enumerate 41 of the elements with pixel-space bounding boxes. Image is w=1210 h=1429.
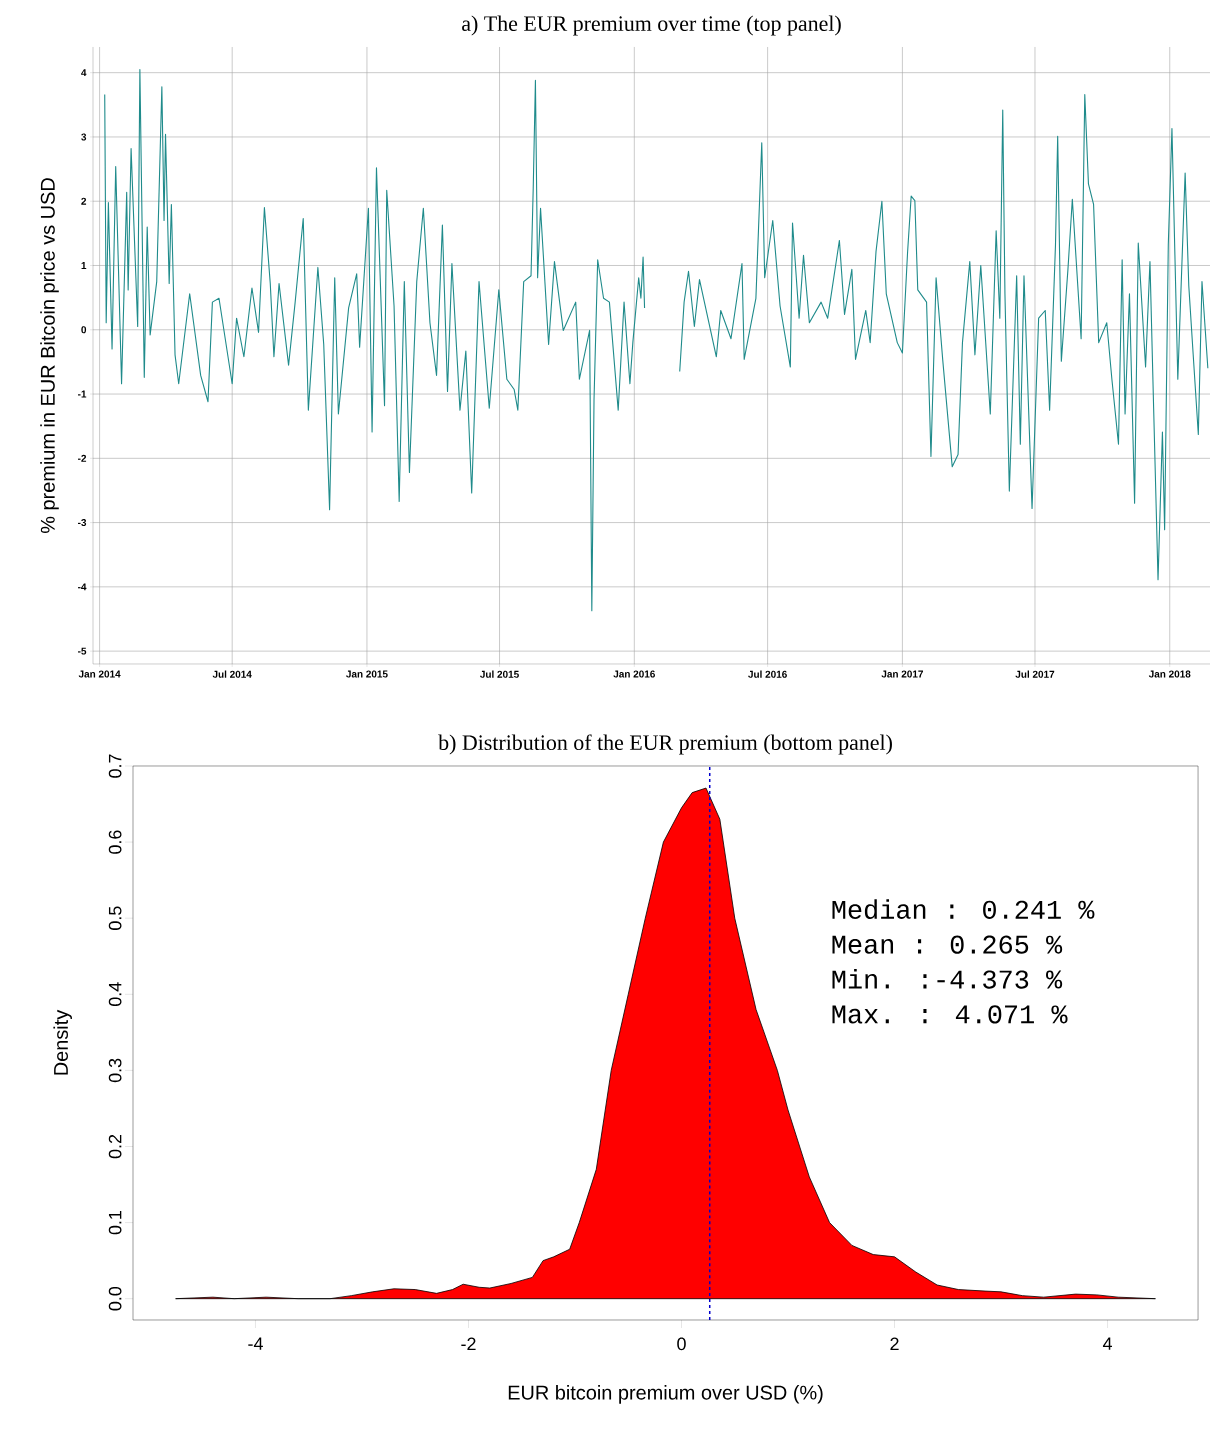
chart-title: b) Distribution of the EUR premium (bottom panel) [438, 734, 892, 755]
y-axis-title: % premium in EUR Bitcoin price vs USD [40, 178, 59, 534]
annotation: Median : 0.241 % [832, 899, 1095, 919]
x-tick-label: 4 [1102, 1337, 1112, 1350]
y-tick-label: 0.0 [108, 1286, 122, 1311]
y-tick-label: -2 [78, 454, 87, 462]
x-tick-label: Jul 2014 [212, 670, 252, 678]
y-tick-label: 0.5 [108, 906, 122, 930]
y-axis-title: Density [53, 1009, 72, 1075]
x-tick-label: Jan 2017 [881, 670, 923, 678]
x-tick-label: Jul 2016 [748, 670, 787, 678]
y-tick-label: -3 [78, 519, 87, 527]
y-tick-label: 3 [81, 133, 87, 141]
x-tick-label: 2 [890, 1337, 899, 1351]
y-tick-label: 0.3 [108, 1058, 122, 1083]
y-tick-label: 1 [81, 262, 87, 269]
x-tick-label: Jan 2015 [346, 670, 388, 678]
x-tick-label: Jan 2014 [78, 670, 121, 678]
x-tick-label: Jan 2016 [613, 670, 655, 678]
y-tick-label: -1 [78, 390, 87, 398]
y-tick-label: 2 [81, 197, 87, 205]
y-tick-label: 0 [81, 326, 87, 334]
x-tick-label: -2 [461, 1337, 476, 1351]
y-tick-label: 0.7 [108, 754, 122, 778]
y-tick-label: 0.1 [108, 1211, 122, 1235]
annotation: Mean : 0.265 % [832, 935, 1063, 954]
y-tick-label: 0.4 [108, 982, 122, 1007]
x-tick-label: Jul 2015 [480, 670, 519, 678]
y-tick-label: 4 [81, 69, 87, 77]
x-tick-label: Jul 2017 [1015, 670, 1055, 678]
y-tick-label: -4 [78, 583, 87, 591]
x-tick-label: Jan 2018 [1148, 670, 1191, 678]
y-tick-label: -5 [78, 647, 87, 655]
x-tick-label: -4 [248, 1337, 263, 1350]
x-axis-title: EUR bitcoin premium over USD (%) [508, 1385, 823, 1404]
chart-title: a) The EUR premium over time (top panel) [462, 15, 841, 36]
annotation: Max. : 4.071 % [832, 1005, 1068, 1024]
y-tick-label: 0.2 [108, 1134, 122, 1159]
annotation: Min. :-4.373 % [832, 968, 1063, 989]
y-tick-label: 0.6 [108, 830, 122, 854]
x-tick-label: 0 [677, 1337, 686, 1351]
